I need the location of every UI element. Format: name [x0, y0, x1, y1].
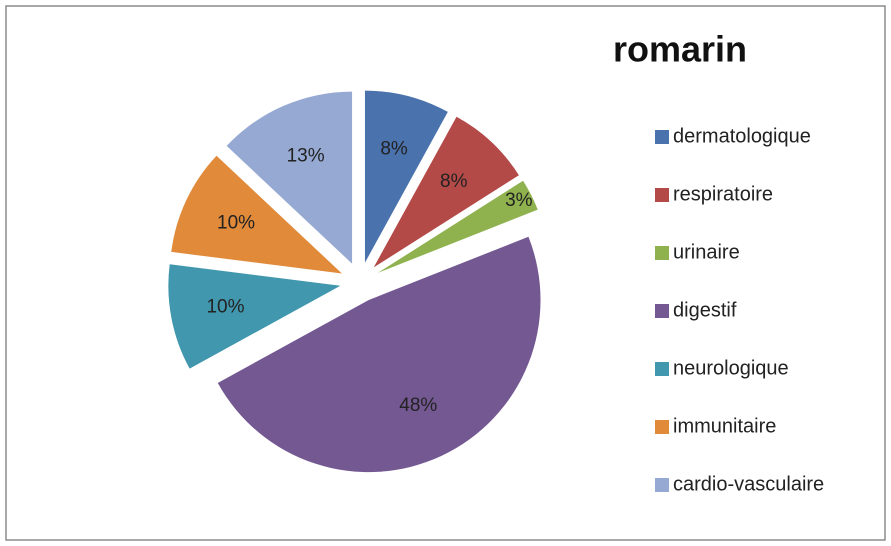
- legend-swatch: [655, 246, 669, 260]
- legend-label: cardio-vasculaire: [673, 473, 824, 495]
- value-label: 13%: [287, 145, 325, 166]
- legend-label: neurologique: [673, 357, 789, 379]
- pie-slice: [171, 155, 342, 274]
- legend-label: urinaire: [673, 241, 740, 263]
- value-label: 48%: [399, 395, 437, 416]
- legend-swatch: [655, 304, 669, 318]
- pie-slice: [168, 264, 341, 369]
- legend-label: digestif: [673, 299, 737, 321]
- pie-slice: [373, 116, 519, 268]
- pie-slice: [217, 236, 541, 473]
- legend-swatch: [655, 130, 669, 144]
- chart-title: romarin: [613, 29, 747, 70]
- legend-label: respiratoire: [673, 183, 773, 205]
- legend-label: immunitaire: [673, 415, 776, 437]
- value-label: 10%: [206, 297, 244, 318]
- value-label: 10%: [217, 213, 255, 234]
- legend-swatch: [655, 420, 669, 434]
- pie-slice: [377, 180, 538, 273]
- legend-swatch: [655, 188, 669, 202]
- legend-swatch: [655, 478, 669, 492]
- value-label: 8%: [380, 138, 408, 159]
- value-label: 8%: [440, 171, 468, 192]
- legend-swatch: [655, 362, 669, 376]
- legend-label: dermatologique: [673, 125, 811, 147]
- pie-slice: [364, 90, 448, 263]
- pie-slice: [226, 91, 353, 264]
- value-label: 3%: [505, 190, 533, 211]
